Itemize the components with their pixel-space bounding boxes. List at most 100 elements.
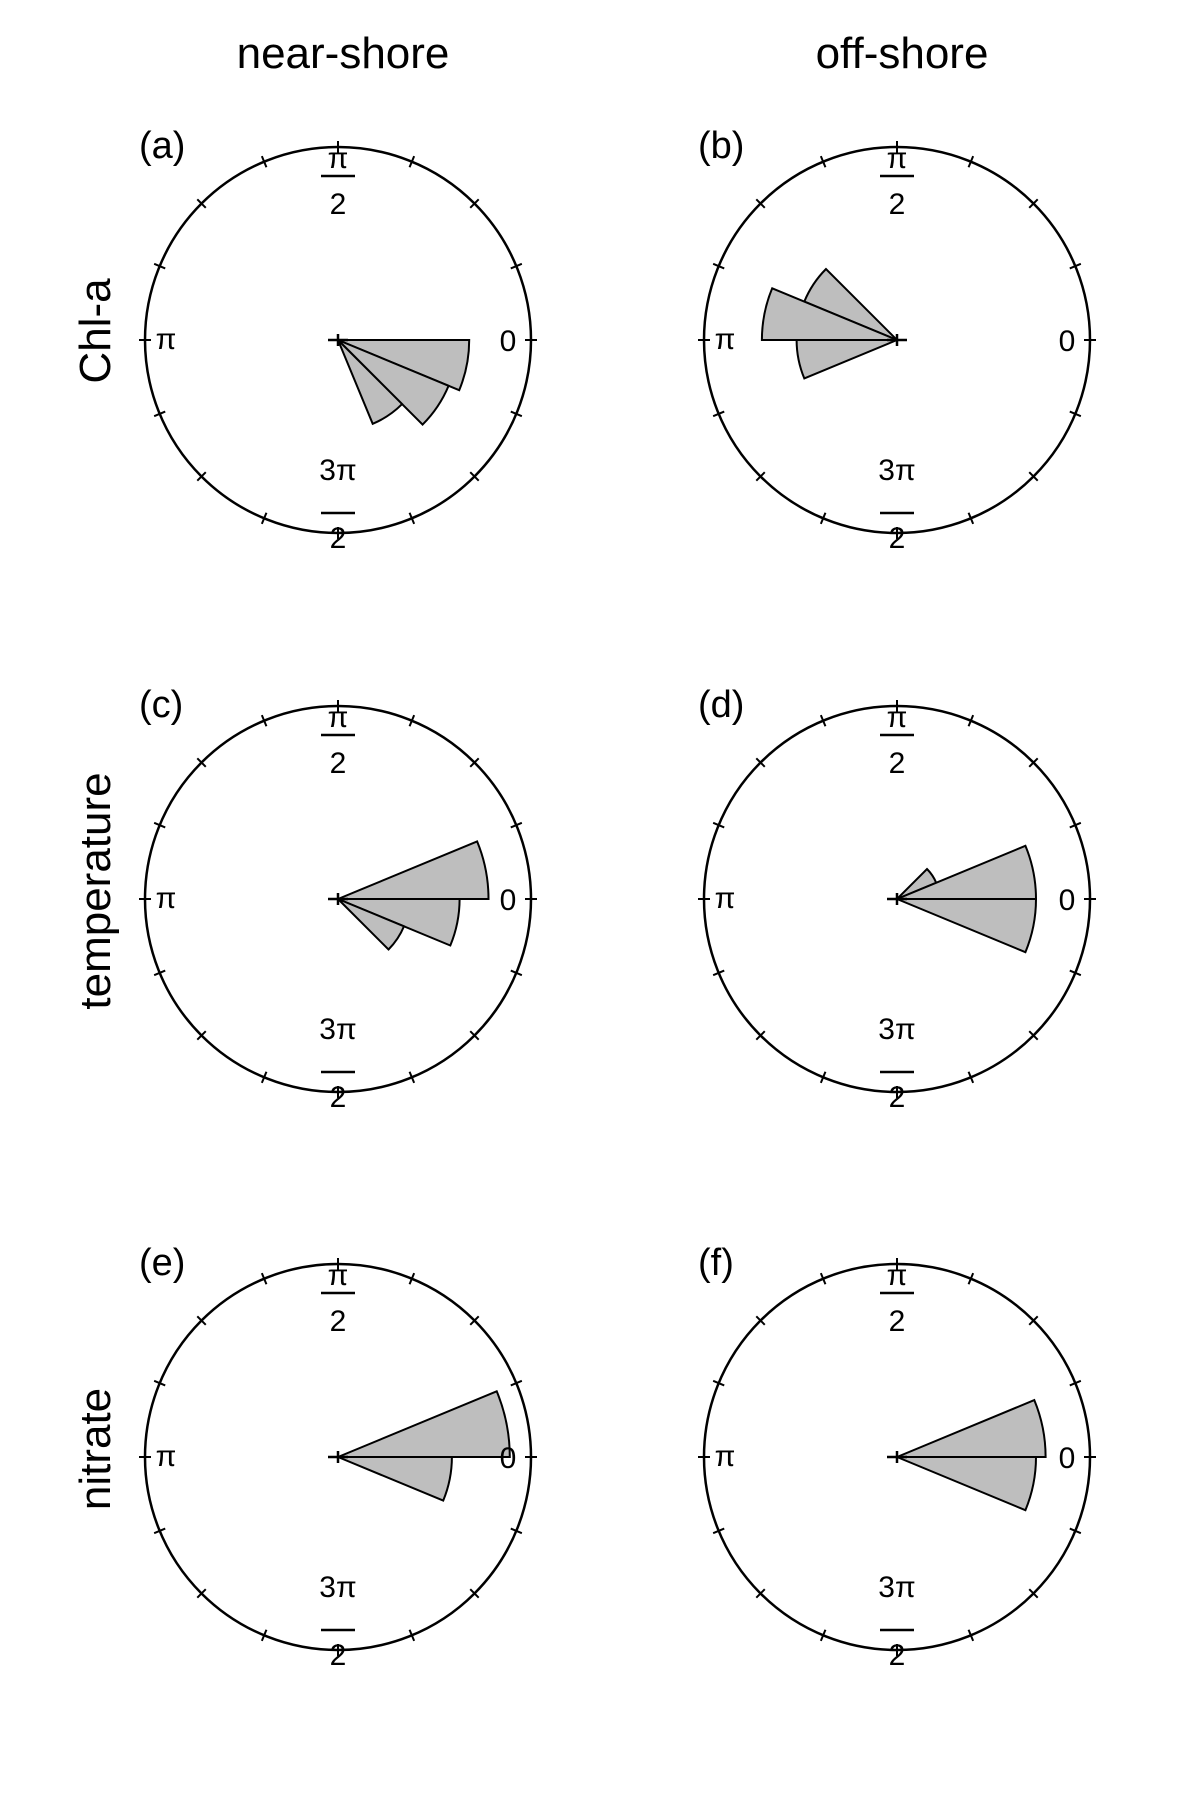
angle-label-pi: π bbox=[715, 1440, 736, 1473]
angle-label-three-half-pi-numerator: 3π bbox=[319, 1013, 356, 1046]
angle-label-half-pi-denominator: 2 bbox=[889, 1305, 906, 1338]
rose-sector bbox=[760, 286, 898, 341]
rose-sector bbox=[337, 1456, 453, 1502]
circle-tick bbox=[153, 969, 166, 977]
angle-label-three-half-pi-numerator: 3π bbox=[878, 1013, 915, 1046]
angle-label-half-pi-numerator: π bbox=[328, 1259, 349, 1292]
angle-label-pi: π bbox=[156, 323, 177, 356]
circle-tick bbox=[510, 1527, 523, 1535]
rose-panel: 0 π π 2 3π 2 (f) bbox=[698, 1242, 1096, 1672]
circle-tick bbox=[408, 1272, 416, 1285]
angle-label-zero: 0 bbox=[500, 325, 517, 358]
circle-tick bbox=[469, 1030, 480, 1041]
rose-sector bbox=[795, 339, 898, 380]
angle-label-zero: 0 bbox=[1059, 325, 1076, 358]
circle-tick bbox=[408, 714, 416, 727]
circle-tick bbox=[712, 1527, 725, 1535]
rose-sector bbox=[337, 1389, 511, 1458]
angle-label-zero: 0 bbox=[1059, 884, 1076, 917]
circle-tick bbox=[1069, 1379, 1082, 1387]
row-title-temperature: temperature bbox=[71, 772, 120, 1009]
circle-tick bbox=[712, 821, 725, 829]
circle-tick bbox=[755, 757, 766, 768]
rose-panel: 0 π π 2 3π 2 (b) bbox=[698, 125, 1096, 555]
angle-label-half-pi-denominator: 2 bbox=[330, 188, 347, 221]
circle-tick bbox=[967, 1071, 975, 1084]
circle-tick bbox=[967, 155, 975, 168]
circle-tick bbox=[260, 714, 268, 727]
rose-sector bbox=[896, 1456, 1038, 1512]
circle-tick bbox=[967, 714, 975, 727]
circle-tick bbox=[819, 1629, 827, 1642]
circle-tick bbox=[755, 471, 766, 482]
angle-label-three-half-pi-denominator: 2 bbox=[330, 1081, 347, 1114]
angle-label-pi: π bbox=[156, 882, 177, 915]
circle-tick bbox=[196, 757, 207, 768]
circle-tick bbox=[153, 410, 166, 418]
rose-sector bbox=[337, 840, 490, 900]
circle-tick bbox=[755, 198, 766, 209]
circle-tick bbox=[819, 155, 827, 168]
circle-tick bbox=[1028, 471, 1039, 482]
angle-label-three-half-pi-numerator: 3π bbox=[319, 454, 356, 487]
circle-tick bbox=[408, 1629, 416, 1642]
circle-tick bbox=[469, 1588, 480, 1599]
angle-label-pi: π bbox=[715, 882, 736, 915]
circle-tick bbox=[510, 1379, 523, 1387]
circle-tick bbox=[967, 1272, 975, 1285]
angle-label-half-pi-numerator: π bbox=[887, 1259, 908, 1292]
angle-label-three-half-pi-denominator: 2 bbox=[330, 1639, 347, 1672]
angle-label-half-pi-numerator: π bbox=[887, 142, 908, 175]
circle-tick bbox=[510, 969, 523, 977]
panel-tag: (f) bbox=[698, 1242, 734, 1284]
angle-label-half-pi-denominator: 2 bbox=[330, 747, 347, 780]
circle-tick bbox=[408, 155, 416, 168]
rose-sector bbox=[896, 1398, 1047, 1458]
circle-tick bbox=[712, 969, 725, 977]
column-title-off-shore: off-shore bbox=[816, 29, 989, 78]
circle-tick bbox=[510, 262, 523, 270]
angle-label-zero: 0 bbox=[1059, 1442, 1076, 1475]
circle-tick bbox=[819, 1272, 827, 1285]
circle-tick bbox=[153, 1379, 166, 1387]
circle-tick bbox=[1028, 198, 1039, 209]
circle-tick bbox=[260, 1629, 268, 1642]
circle-tick bbox=[153, 262, 166, 270]
circle-tick bbox=[967, 512, 975, 525]
panel-tag: (c) bbox=[139, 684, 183, 726]
circle-tick bbox=[196, 1315, 207, 1326]
circle-tick bbox=[712, 262, 725, 270]
circle-tick bbox=[1069, 410, 1082, 418]
angle-label-half-pi-numerator: π bbox=[328, 701, 349, 734]
circle-tick bbox=[1028, 1315, 1039, 1326]
row-title-chl-a: Chl-a bbox=[71, 278, 120, 384]
circle-tick bbox=[196, 1030, 207, 1041]
angle-label-three-half-pi-numerator: 3π bbox=[878, 454, 915, 487]
angle-label-three-half-pi-denominator: 2 bbox=[889, 1639, 906, 1672]
circle-tick bbox=[510, 821, 523, 829]
panel-tag: (d) bbox=[698, 684, 744, 726]
circle-tick bbox=[967, 1629, 975, 1642]
angle-label-half-pi-denominator: 2 bbox=[889, 188, 906, 221]
angle-label-zero: 0 bbox=[500, 1442, 517, 1475]
circle-tick bbox=[755, 1588, 766, 1599]
circle-tick bbox=[1069, 1527, 1082, 1535]
rose-panels: 0 π π 2 3π 2 (a) 0 π π 2 3π 2 (b) 0 π π 2 3π 2 (c) 0 π π 2 3π 2 (d)… bbox=[139, 125, 1096, 1672]
angle-label-zero: 0 bbox=[500, 884, 517, 917]
circle-tick bbox=[260, 1272, 268, 1285]
circle-tick bbox=[469, 757, 480, 768]
circle-tick bbox=[819, 714, 827, 727]
circle-tick bbox=[260, 1071, 268, 1084]
circle-tick bbox=[755, 1030, 766, 1041]
angle-label-half-pi-denominator: 2 bbox=[330, 1305, 347, 1338]
angle-label-half-pi-numerator: π bbox=[328, 142, 349, 175]
circle-tick bbox=[1069, 821, 1082, 829]
circle-tick bbox=[196, 471, 207, 482]
circle-tick bbox=[260, 155, 268, 168]
rose-panel: 0 π π 2 3π 2 (a) bbox=[139, 125, 537, 555]
rose-sector bbox=[337, 898, 406, 951]
rose-sector bbox=[337, 339, 404, 426]
angle-label-three-half-pi-denominator: 2 bbox=[889, 1081, 906, 1114]
panel-tag: (b) bbox=[698, 125, 744, 167]
